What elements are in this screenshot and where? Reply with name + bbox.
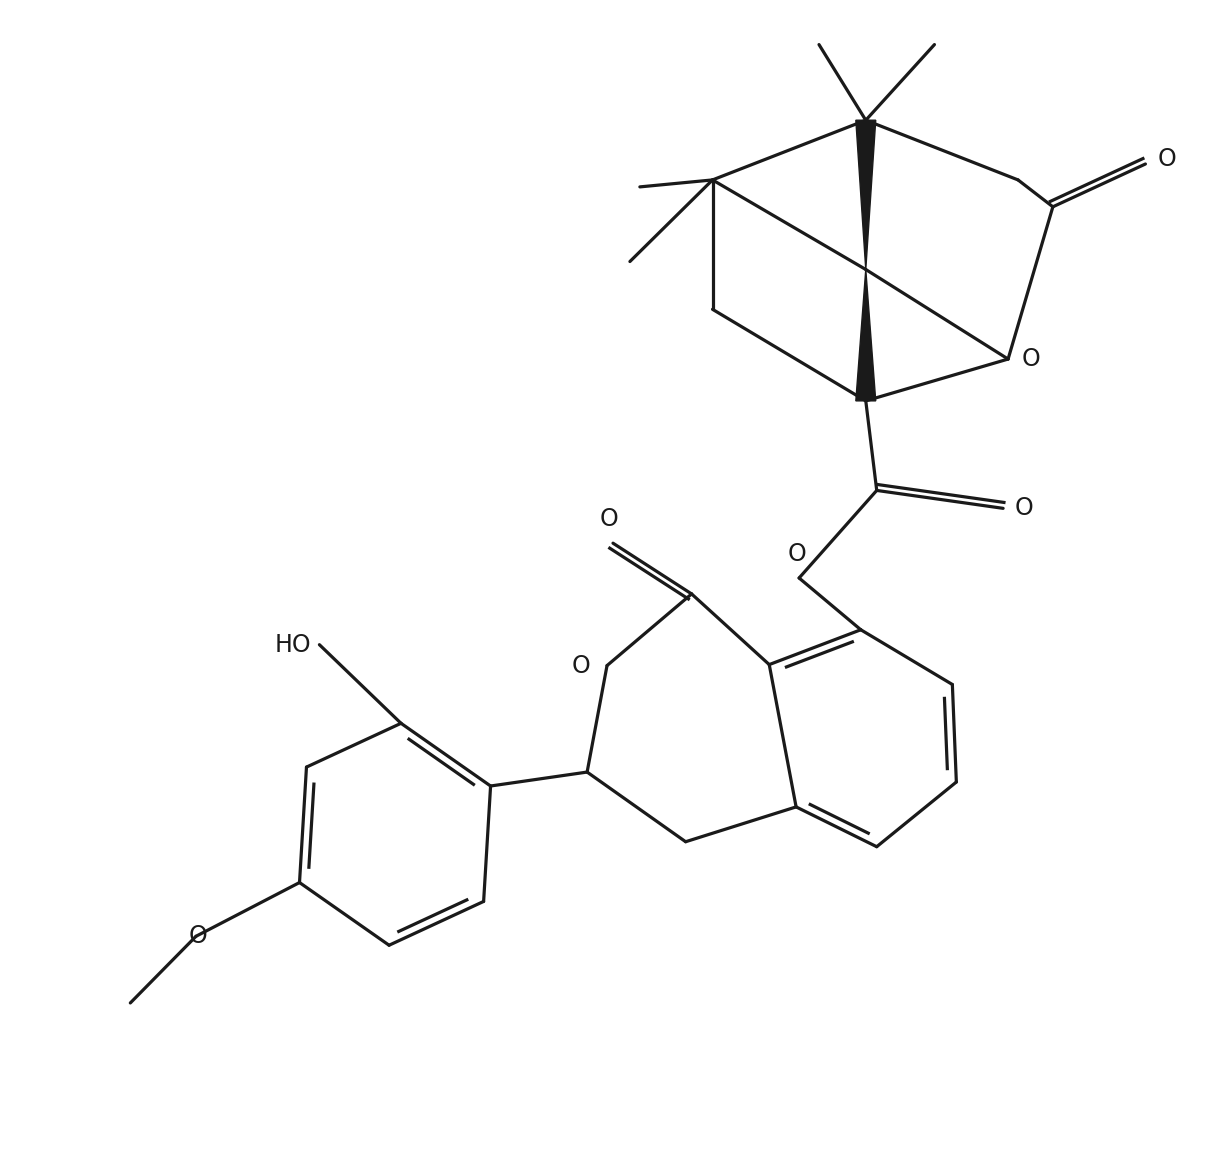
Text: HO: HO — [275, 632, 311, 657]
Text: O: O — [1158, 147, 1176, 171]
Text: O: O — [788, 542, 807, 566]
Text: O: O — [1015, 497, 1034, 520]
Text: O: O — [600, 507, 618, 532]
Text: O: O — [1022, 347, 1040, 371]
Polygon shape — [856, 270, 875, 401]
Polygon shape — [856, 120, 875, 270]
Text: O: O — [572, 653, 590, 677]
Text: O: O — [188, 924, 207, 948]
